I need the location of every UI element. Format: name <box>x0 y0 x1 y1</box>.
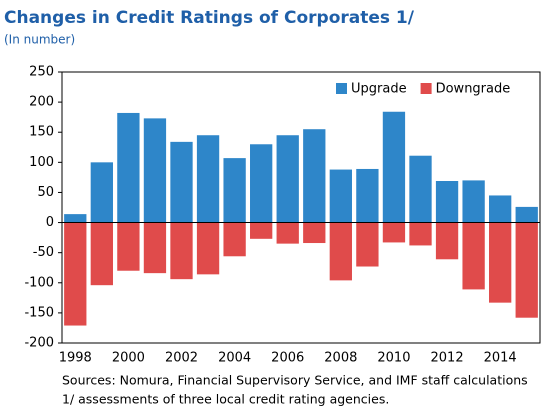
bar <box>196 135 220 223</box>
bar <box>117 222 140 271</box>
y-tick-label: -100 <box>24 275 54 290</box>
bar <box>409 155 432 223</box>
bar <box>515 206 538 223</box>
bar <box>90 222 113 286</box>
bar <box>276 135 299 223</box>
x-tick-label: 2010 <box>377 351 410 366</box>
bar <box>143 118 167 223</box>
bar <box>250 222 273 239</box>
bar <box>462 180 485 223</box>
bar <box>329 169 352 223</box>
x-tick-label: 2002 <box>165 351 198 366</box>
plot-frame <box>61 71 541 344</box>
chart-subtitle: (In number) <box>4 33 75 47</box>
bar <box>462 222 485 290</box>
bar <box>117 112 140 223</box>
footnote: 1/ assessments of three local credit rat… <box>62 392 389 407</box>
source-note: Sources: Nomura, Financial Supervisory S… <box>62 373 528 388</box>
bar <box>489 195 512 223</box>
bar <box>515 222 538 318</box>
bar <box>382 111 406 223</box>
legend-label: Downgrade <box>436 82 511 97</box>
bar <box>303 222 326 244</box>
bar <box>170 222 193 280</box>
bar <box>196 222 220 275</box>
bar <box>64 222 87 326</box>
y-tick-label: 200 <box>29 95 54 110</box>
y-tick-label: 150 <box>29 125 54 140</box>
x-tick-label: 2006 <box>271 351 304 366</box>
bar <box>489 222 512 303</box>
x-tick-label: 2014 <box>484 351 517 366</box>
y-tick-label: 50 <box>37 185 54 200</box>
x-tick-label: 2008 <box>324 351 357 366</box>
bar <box>64 214 87 223</box>
bar <box>223 158 246 223</box>
y-tick-label: -50 <box>33 245 54 260</box>
legend-swatch <box>420 83 432 94</box>
x-tick-label: 1998 <box>59 351 92 366</box>
bar <box>143 222 167 274</box>
bar <box>170 141 193 223</box>
x-tick-label: 2012 <box>431 351 464 366</box>
bar <box>329 222 352 281</box>
bar <box>409 222 432 246</box>
bar <box>356 222 379 267</box>
chart-title: Changes in Credit Ratings of Corporates … <box>4 8 415 28</box>
bar <box>356 168 379 223</box>
bar <box>276 222 299 244</box>
legend-label: Upgrade <box>351 82 407 97</box>
bar <box>250 144 273 223</box>
bar <box>90 162 113 223</box>
bar <box>223 222 246 257</box>
bar <box>435 222 459 260</box>
bar <box>435 181 459 223</box>
x-tick-label: 2004 <box>218 351 251 366</box>
y-tick-label: -150 <box>24 305 54 320</box>
y-tick-label: 0 <box>46 215 54 230</box>
legend-swatch <box>336 83 347 94</box>
bar <box>303 129 326 223</box>
y-tick-label: 100 <box>29 155 54 170</box>
y-tick-label: -200 <box>24 336 54 351</box>
x-tick-label: 2000 <box>112 351 145 366</box>
bar <box>382 222 406 243</box>
y-tick-label: 250 <box>29 65 54 80</box>
